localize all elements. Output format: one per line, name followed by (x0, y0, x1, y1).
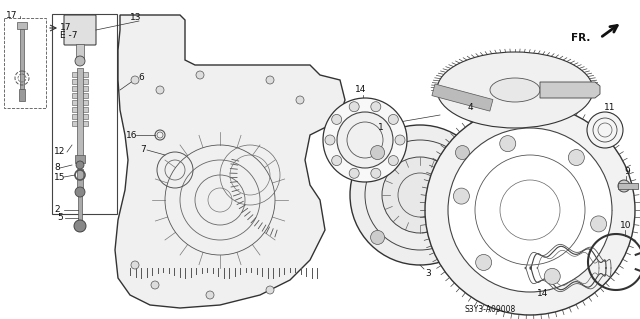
Bar (432, 84, 493, 111)
Circle shape (266, 76, 274, 84)
Circle shape (332, 156, 342, 166)
Circle shape (371, 230, 385, 244)
Bar (77, 169, 83, 189)
Circle shape (156, 86, 164, 94)
Circle shape (75, 56, 85, 66)
Circle shape (382, 157, 458, 233)
Text: 8: 8 (54, 164, 60, 173)
Bar (75, 155, 85, 163)
Circle shape (323, 98, 407, 182)
Circle shape (544, 268, 560, 284)
Text: 11: 11 (604, 103, 616, 113)
Circle shape (196, 71, 204, 79)
Bar (72, 72, 88, 77)
Circle shape (266, 286, 274, 294)
Polygon shape (540, 82, 600, 98)
Bar (72, 79, 88, 84)
Text: 4: 4 (468, 103, 474, 113)
Bar (76, 44, 84, 59)
Bar (19, 89, 25, 101)
Circle shape (371, 102, 381, 112)
Circle shape (296, 96, 304, 104)
Bar (72, 100, 88, 105)
Text: 16: 16 (126, 130, 138, 139)
Circle shape (395, 135, 405, 145)
Text: 17: 17 (6, 11, 17, 20)
Text: 7: 7 (140, 145, 146, 154)
Circle shape (350, 125, 490, 265)
Text: 2: 2 (54, 205, 60, 214)
Circle shape (337, 112, 393, 168)
Text: 1: 1 (378, 123, 384, 132)
Text: 14: 14 (355, 85, 366, 94)
Circle shape (206, 291, 214, 299)
Circle shape (500, 136, 516, 152)
Circle shape (448, 128, 612, 292)
Circle shape (325, 135, 335, 145)
Circle shape (456, 230, 469, 244)
Circle shape (587, 112, 623, 148)
Circle shape (591, 216, 607, 232)
Polygon shape (115, 15, 345, 308)
Text: 10: 10 (620, 221, 632, 231)
Text: 9: 9 (624, 167, 630, 176)
Circle shape (151, 281, 159, 289)
Circle shape (332, 115, 342, 124)
Bar (72, 114, 88, 119)
Bar (618, 183, 638, 189)
Text: 12: 12 (54, 147, 65, 157)
Text: 14: 14 (538, 288, 548, 298)
Bar (72, 107, 88, 112)
Circle shape (349, 102, 359, 112)
Circle shape (453, 188, 469, 204)
Text: 15: 15 (54, 173, 65, 182)
Bar (72, 86, 88, 91)
Text: 3: 3 (425, 269, 431, 278)
Bar (77, 68, 83, 158)
Circle shape (425, 105, 635, 315)
Text: 17: 17 (60, 24, 72, 33)
Ellipse shape (490, 78, 540, 102)
Circle shape (388, 115, 398, 124)
Text: 13: 13 (130, 13, 141, 23)
Bar (72, 93, 88, 98)
Bar (78, 226, 82, 231)
Bar (20, 29, 24, 89)
Bar (4, 18, 46, 108)
Circle shape (476, 255, 492, 271)
FancyBboxPatch shape (64, 15, 96, 45)
Circle shape (75, 187, 85, 197)
Circle shape (371, 145, 385, 160)
Ellipse shape (437, 52, 593, 128)
Bar (52, 14, 117, 214)
Circle shape (76, 161, 84, 169)
Bar (72, 121, 88, 126)
Circle shape (618, 180, 630, 192)
Circle shape (131, 261, 139, 269)
Text: E -7: E -7 (60, 32, 77, 41)
Text: S3Y3-A09008: S3Y3-A09008 (465, 306, 516, 315)
Text: FR.: FR. (571, 33, 590, 43)
Circle shape (131, 76, 139, 84)
Circle shape (388, 156, 398, 166)
Circle shape (456, 145, 469, 160)
Bar (17, 22, 27, 29)
Text: 6: 6 (138, 73, 144, 83)
Text: 5: 5 (57, 213, 63, 222)
Bar (78, 195, 82, 225)
Circle shape (371, 168, 381, 178)
Circle shape (74, 220, 86, 232)
Circle shape (568, 150, 584, 166)
Circle shape (349, 168, 359, 178)
